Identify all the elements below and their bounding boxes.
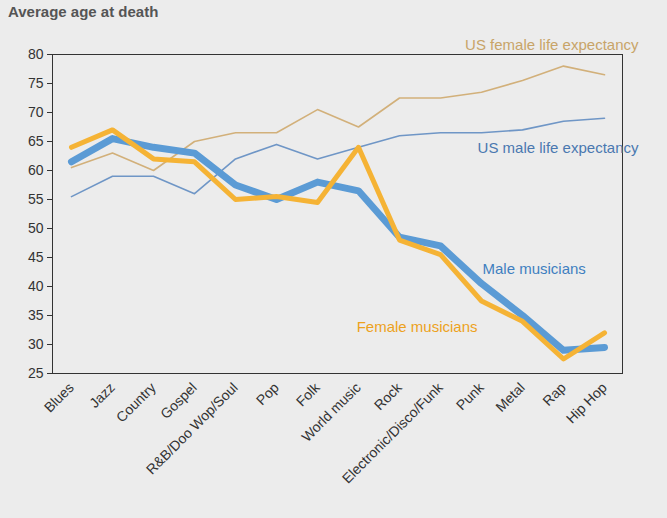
svg-text:75: 75 [28,75,44,91]
svg-text:Hip Hop: Hip Hop [563,379,610,426]
svg-text:Folk: Folk [293,379,324,410]
svg-text:60: 60 [28,162,44,178]
svg-text:45: 45 [28,249,44,265]
svg-text:Female musicians: Female musicians [357,318,478,335]
svg-text:35: 35 [28,307,44,323]
svg-text:30: 30 [28,336,44,352]
svg-text:Electronic/Disco/Funk: Electronic/Disco/Funk [339,379,447,487]
svg-text:Rap: Rap [539,379,569,409]
svg-text:50: 50 [28,220,44,236]
svg-text:Jazz: Jazz [86,379,118,411]
svg-text:Male musicians: Male musicians [483,260,586,277]
svg-text:80: 80 [28,46,44,62]
svg-text:World music: World music [298,379,364,445]
svg-text:Pop: Pop [253,379,282,408]
svg-text:Metal: Metal [492,379,528,415]
svg-text:55: 55 [28,191,44,207]
svg-text:65: 65 [28,133,44,149]
svg-text:R&B/Doo Wop/Soul: R&B/Doo Wop/Soul [143,379,241,477]
svg-text:Rock: Rock [371,379,406,414]
svg-text:Country: Country [113,379,159,425]
svg-text:40: 40 [28,278,44,294]
svg-text:Punk: Punk [453,379,488,414]
svg-text:US female life expectancy: US female life expectancy [465,36,639,53]
svg-text:70: 70 [28,104,44,120]
svg-text:Blues: Blues [41,379,77,415]
html-text:Average age at death: Average age at death [8,3,159,20]
svg-text:Gospel: Gospel [157,379,200,422]
svg-text:25: 25 [28,365,44,381]
svg-text:US male life expectancy: US male life expectancy [478,139,639,156]
